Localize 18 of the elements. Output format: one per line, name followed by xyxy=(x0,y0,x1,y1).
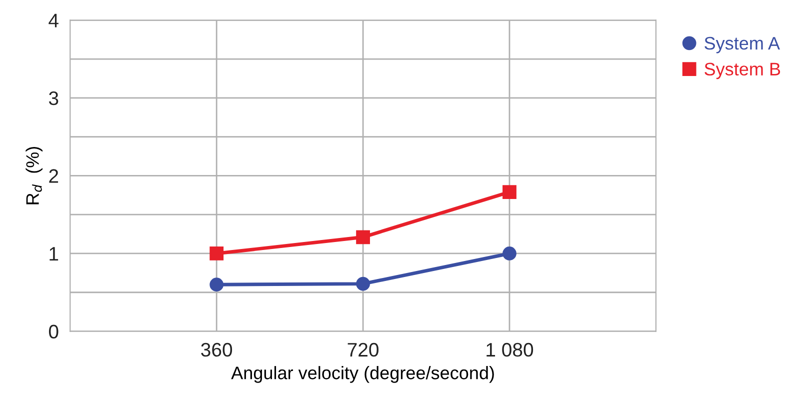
point xyxy=(502,185,516,199)
point xyxy=(210,278,224,292)
x-tick-label: 720 xyxy=(348,342,378,357)
point xyxy=(210,246,224,260)
legend-label: System B xyxy=(704,62,780,80)
x-axis-title: Angular velocity (degree/second) xyxy=(231,366,494,383)
y-tick-label: 0 xyxy=(48,324,58,339)
y-tick-label: 2 xyxy=(49,169,58,183)
y-axis-title: R$_{d}$ (%) xyxy=(26,146,43,204)
x-tick-label: 360 xyxy=(201,342,232,357)
y-tick-label: 4 xyxy=(48,14,58,28)
point xyxy=(356,230,370,244)
point xyxy=(356,276,370,291)
y-tick-label: 3 xyxy=(48,91,58,106)
point xyxy=(502,246,516,260)
y-tick-label: 1 xyxy=(50,247,58,261)
x-tick-label: 1 080 xyxy=(486,342,534,357)
legend-label: System A xyxy=(704,36,780,54)
